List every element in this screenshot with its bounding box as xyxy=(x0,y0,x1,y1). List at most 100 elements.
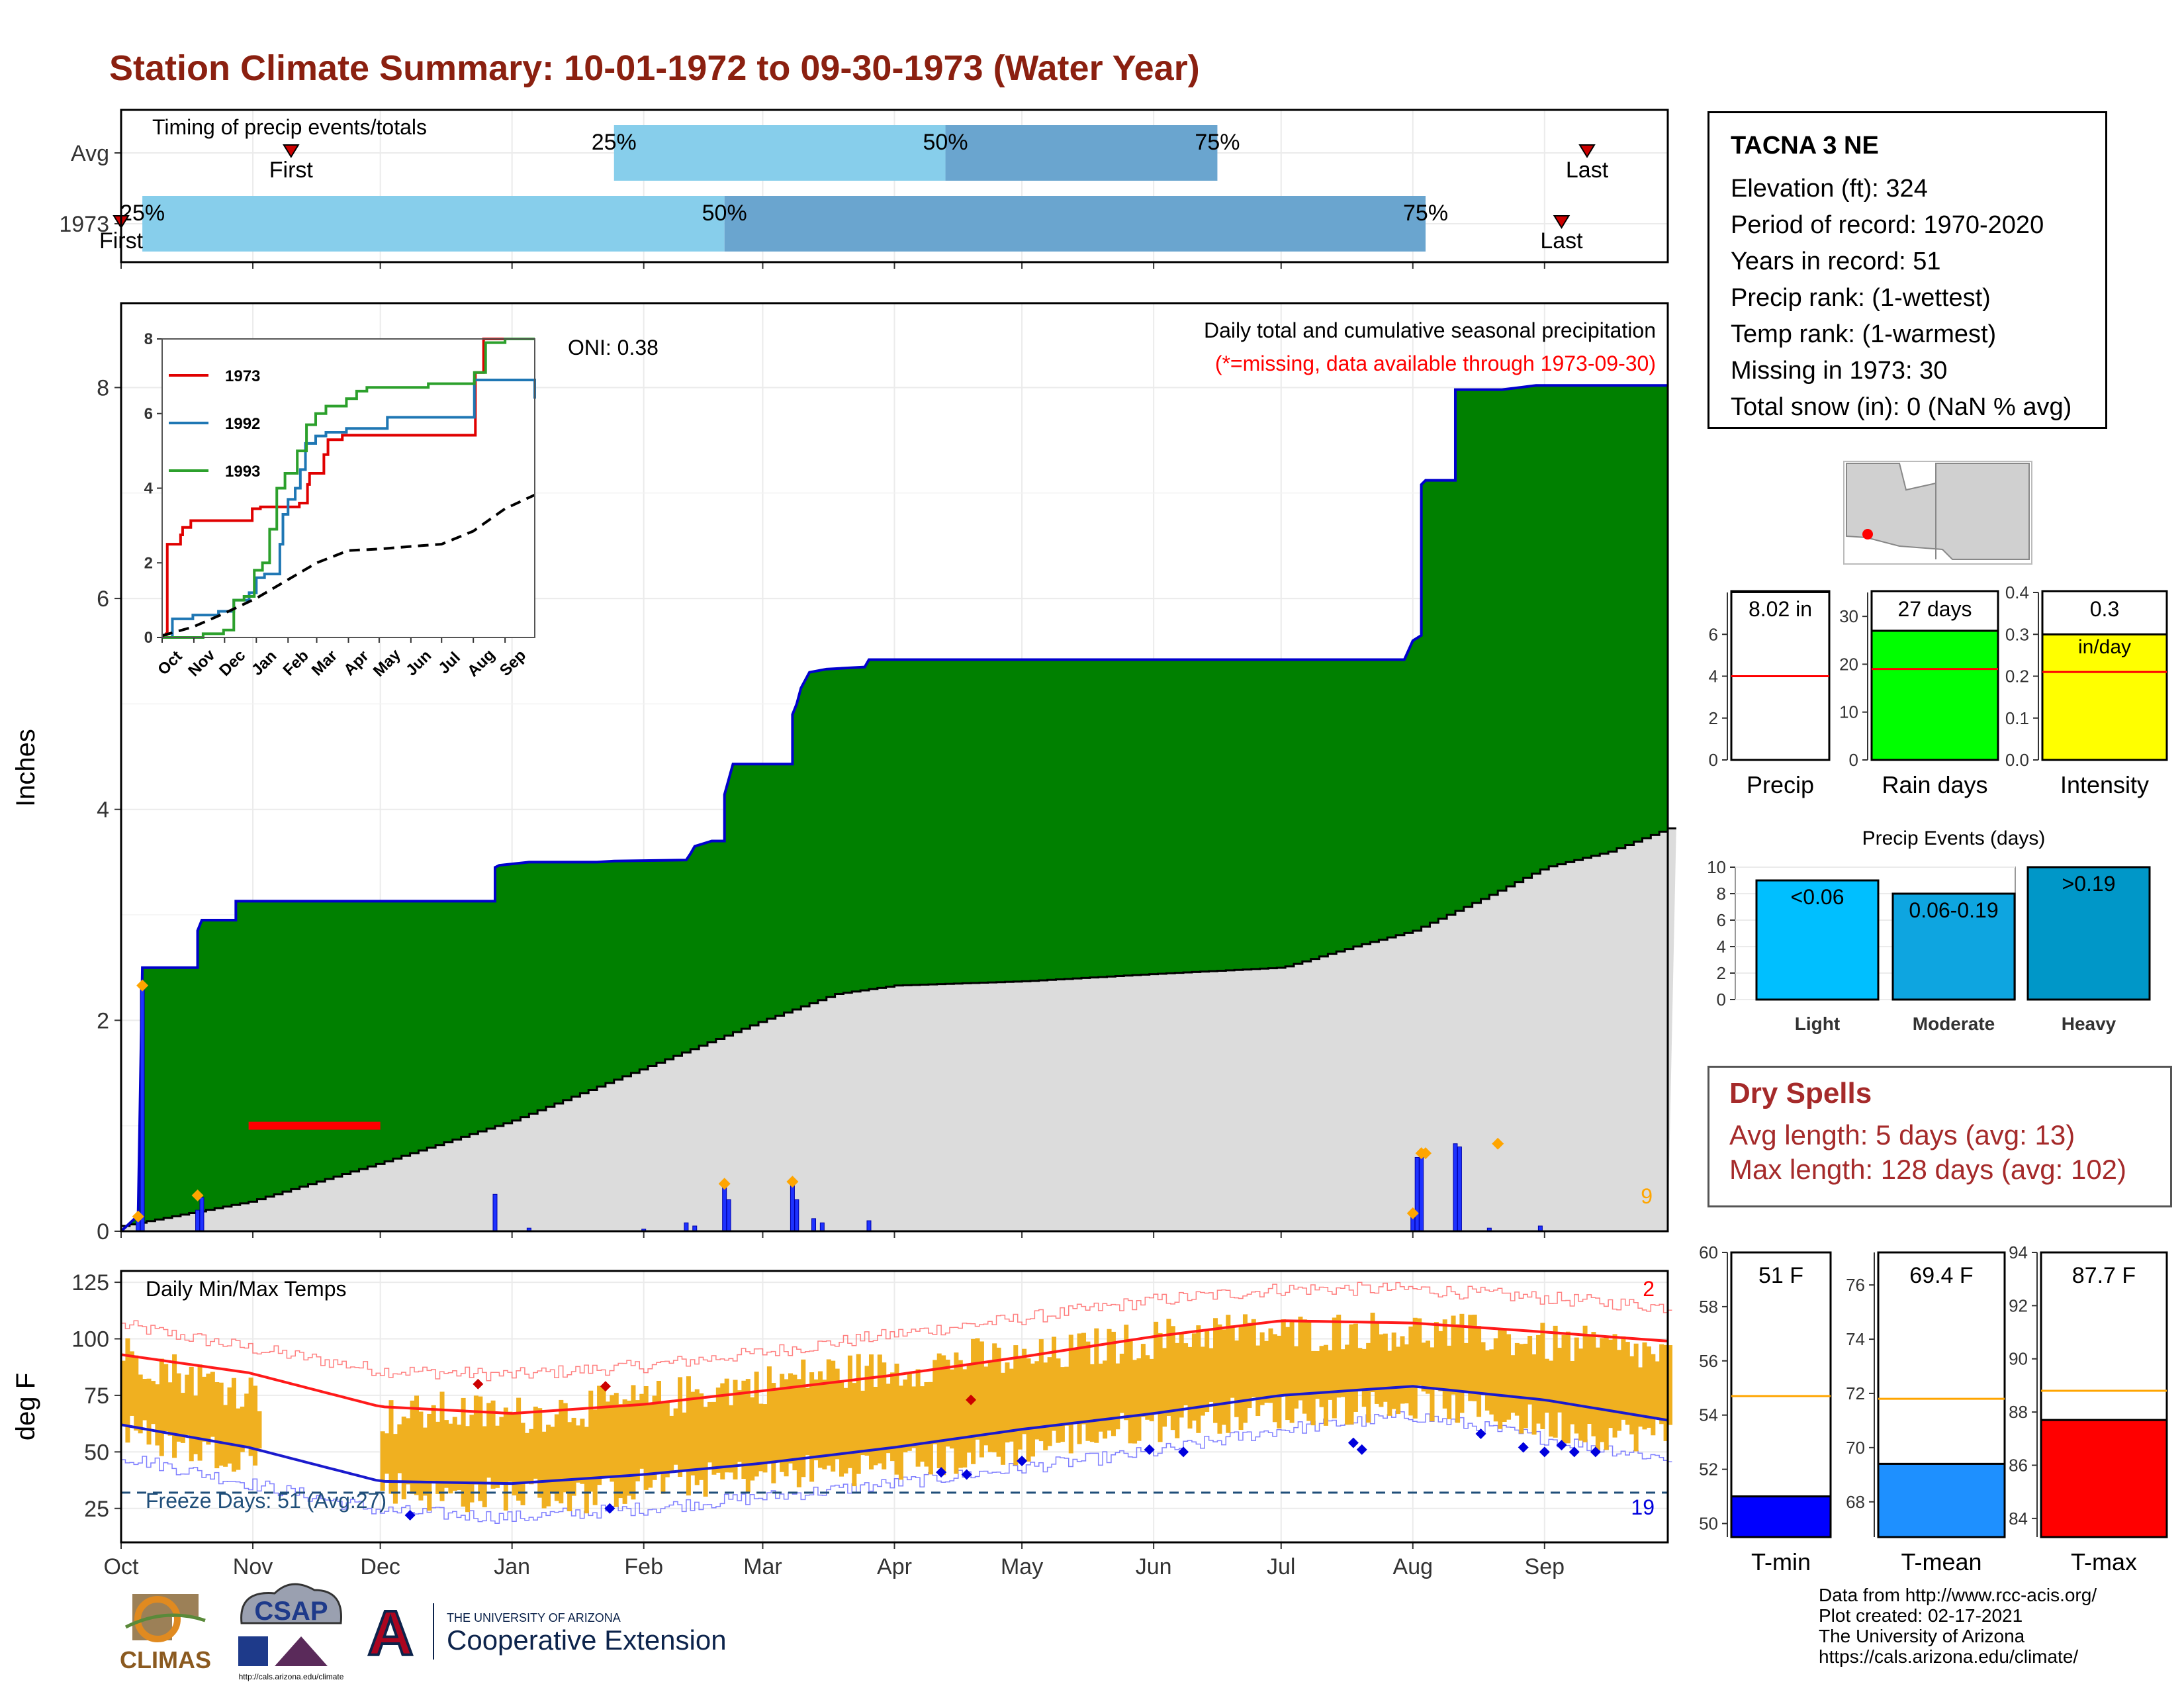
daily-temp-bar xyxy=(1136,1358,1142,1441)
summary-label-box xyxy=(1870,590,1999,632)
temps-x-tick-label: Jul xyxy=(1267,1554,1295,1579)
events-bar-label: <0.06 xyxy=(1791,885,1844,909)
daily-temp-bar xyxy=(134,1355,139,1431)
daily-temp-bar xyxy=(435,1421,441,1494)
daily-temp-bar xyxy=(890,1372,895,1462)
daily-temp-bar xyxy=(741,1380,747,1479)
daily-precip-bar xyxy=(790,1183,795,1232)
tsummary-y-tick-label: 86 xyxy=(2009,1455,2028,1475)
daily-temp-bar xyxy=(486,1403,492,1478)
station-period: Period of record: 1970-2020 xyxy=(1731,211,2044,239)
daily-temp-bar xyxy=(1034,1361,1040,1440)
daily-precip-bar xyxy=(1414,1156,1420,1232)
daily-temp-bar xyxy=(1217,1324,1222,1434)
daily-temp-bar xyxy=(762,1404,768,1473)
daily-temp-bar xyxy=(1013,1345,1019,1466)
record-low-marker xyxy=(404,1510,416,1521)
daily-temp-bar xyxy=(1374,1323,1380,1404)
daily-temp-bar xyxy=(167,1382,173,1436)
events-bar xyxy=(1755,879,1880,1001)
daily-temp-bar xyxy=(852,1383,857,1487)
daily-temp-bar xyxy=(1349,1324,1354,1425)
daily-temp-bar xyxy=(406,1418,411,1485)
oni-annotation: ONI: 0.38 xyxy=(568,336,659,359)
daily-temp-bar xyxy=(571,1417,576,1496)
temps-y-tick-label: 100 xyxy=(71,1327,109,1352)
daily-temp-bar xyxy=(1328,1350,1333,1400)
tsummary-value-label: 51 F xyxy=(1758,1263,1803,1288)
daily-temp-bar xyxy=(1655,1361,1660,1419)
tsummary-value-bar xyxy=(1730,1495,1832,1538)
daily-temp-bar xyxy=(1608,1339,1614,1429)
daily-temp-bar xyxy=(1226,1315,1231,1433)
tsummary-y-tick-label: 54 xyxy=(1699,1405,1718,1425)
daily-temp-bar xyxy=(508,1411,513,1482)
events-y-tick-label: 2 xyxy=(1717,963,1726,983)
daily-temp-bar xyxy=(1638,1367,1643,1427)
daily-temp-bar xyxy=(1549,1360,1554,1437)
daily-temp-bar xyxy=(1578,1348,1584,1441)
events-category-label: Heavy xyxy=(2062,1013,2116,1034)
summary-y-tick-label: 0 xyxy=(1709,750,1718,770)
daily-temp-bar xyxy=(1242,1314,1248,1423)
timing-first-marker xyxy=(283,144,300,158)
daily-temp-bar xyxy=(975,1338,980,1440)
daily-temp-bar xyxy=(1553,1325,1558,1438)
cold-count: 19 xyxy=(1631,1495,1655,1519)
station-missing: Missing in 1973: 30 xyxy=(1731,357,1948,385)
daily-precip-bar xyxy=(1453,1143,1458,1232)
summary-value-label: 8.02 in xyxy=(1749,597,1812,621)
daily-temp-bar xyxy=(129,1351,134,1416)
daily-temp-bar xyxy=(554,1414,559,1501)
daily-temp-bar xyxy=(1332,1317,1337,1419)
daily-temp-bar xyxy=(958,1360,963,1468)
daily-temp-bar xyxy=(1319,1346,1324,1407)
daily-temp-bar xyxy=(924,1382,929,1467)
daily-temp-bar xyxy=(1472,1315,1477,1401)
inset-legend-label: 1993 xyxy=(225,463,260,481)
daily-temp-bar xyxy=(541,1431,547,1509)
daily-temp-bar xyxy=(1124,1325,1129,1421)
temps-x-tick-label: Aug xyxy=(1393,1554,1433,1579)
daily-temp-bar xyxy=(443,1420,449,1488)
extreme-precip-marker xyxy=(786,1176,799,1188)
daily-temp-bar xyxy=(197,1364,203,1461)
summary-label-box xyxy=(2041,590,2168,635)
daily-temp-bar xyxy=(1484,1350,1490,1411)
daily-temp-bar xyxy=(1391,1332,1396,1409)
daily-temp-bar xyxy=(1277,1335,1282,1429)
daily-temp-bar xyxy=(903,1380,908,1453)
daily-temp-bar xyxy=(1306,1321,1312,1421)
daily-temp-bar xyxy=(1621,1336,1626,1420)
daily-temp-bar xyxy=(894,1364,899,1475)
extreme-precip-marker xyxy=(1492,1137,1504,1150)
tsummary-y-tick-label: 68 xyxy=(1846,1492,1865,1512)
daily-temp-bar xyxy=(448,1423,453,1494)
summary-bar-label: Rain days xyxy=(1882,771,1987,798)
events-category-label: Moderate xyxy=(1913,1013,1995,1034)
daily-temp-bar xyxy=(1161,1348,1167,1427)
daily-temp-bar xyxy=(1396,1346,1401,1415)
tsummary-value-label: 87.7 F xyxy=(2072,1263,2136,1288)
daily-temp-bar xyxy=(142,1379,148,1421)
tsummary-y-tick-label: 90 xyxy=(2009,1349,2028,1369)
daily-temp-bar xyxy=(1017,1356,1023,1450)
record-min-line xyxy=(121,1411,1672,1524)
precip-panel-title: Daily total and cumulative seasonal prec… xyxy=(1204,318,1656,342)
inset-series-line xyxy=(162,338,535,639)
daily-temp-bar xyxy=(690,1391,696,1476)
tsummary-bar-label: T-max xyxy=(2071,1548,2137,1575)
daily-temp-bar xyxy=(146,1378,152,1445)
daily-temp-bar xyxy=(431,1405,436,1481)
daily-temp-bar xyxy=(915,1369,921,1467)
tsummary-label-box xyxy=(1877,1251,2006,1465)
daily-temp-bar xyxy=(979,1341,984,1458)
daily-temp-bar xyxy=(1175,1342,1180,1438)
precip-frame xyxy=(120,302,1669,1233)
timing-title: Timing of precip events/totals xyxy=(152,115,427,139)
temps-x-tick-label: Jun xyxy=(1136,1554,1172,1579)
daily-temp-bar xyxy=(813,1379,819,1461)
daily-temp-bar xyxy=(180,1393,185,1443)
daily-temp-bar xyxy=(1005,1362,1010,1443)
inset-legend-label: 1973 xyxy=(225,367,260,385)
